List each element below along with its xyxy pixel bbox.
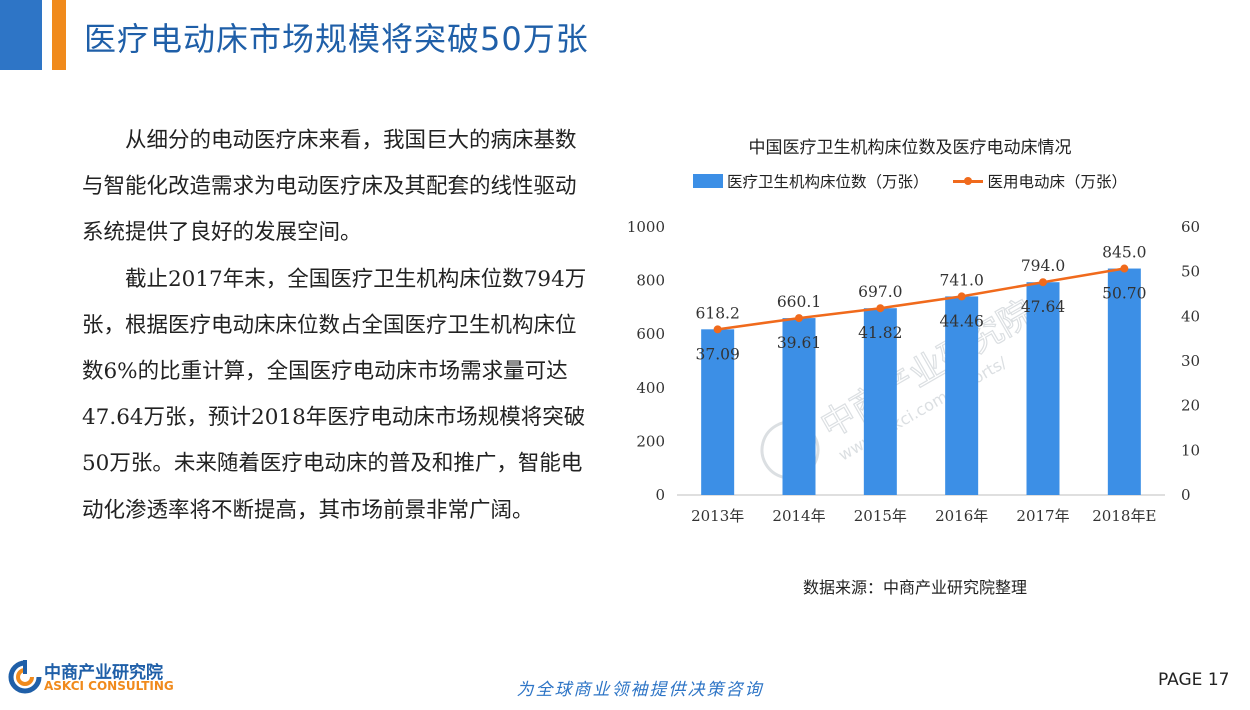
y-left-tick-label: 400 [636,379,665,397]
bar-data-label: 697.0 [858,283,902,301]
line-point-4 [1039,278,1047,287]
line-data-label: 39.61 [777,334,821,352]
data-source: 数据来源：中商产业研究院整理 [802,578,1027,597]
legend-item-beds: 医疗卫生机构床位数（万张） [693,170,929,192]
y-right-tick-label: 50 [1181,263,1200,281]
legend-label-beds: 医疗卫生机构床位数（万张） [727,173,929,191]
page-number: PAGE 17 [1158,670,1230,690]
header-blue-bar [0,0,42,70]
footer-slogan: 为全球商业领袖提供决策咨询 [516,680,764,700]
bar-2 [863,308,897,495]
body-paragraph-1: 从细分的电动医疗床来看，我国巨大的病床基数与智能化改造需求为电动医疗床及其配套的… [82,128,577,246]
line-point-5 [1120,264,1129,273]
line-data-label: 50.70 [1102,285,1146,303]
x-tick-label: 2018年E [1092,507,1156,525]
legend-item-electric-beds: 医用电动床（万张） [953,170,1127,192]
line-data-label: 47.64 [1021,298,1066,316]
x-tick-label: 2013年 [691,507,744,525]
bar-data-label: 741.0 [939,271,983,289]
bar-data-label: 794.0 [1021,257,1065,275]
page-title: 医疗电动床市场规模将突破50万张 [84,20,589,58]
chart-plot: 中商产业研究院www.askci.com/reports/02004006008… [627,218,1200,525]
askci-logo-icon [8,660,42,694]
x-tick-label: 2016年 [935,507,988,525]
line-data-label: 37.09 [695,345,739,363]
line-point-3 [957,292,966,301]
line-point-1 [795,314,803,323]
bar-data-label: 660.1 [777,293,821,311]
line-data-label: 41.82 [858,324,902,342]
chart-title: 中国医疗卫生机构床位数及医疗电动床情况 [748,138,1072,158]
bar-4 [1026,282,1060,495]
x-tick-label: 2014年 [772,507,825,525]
line-data-label: 44.46 [939,312,983,330]
y-left-tick-label: 600 [636,325,665,343]
bar-3 [945,296,979,495]
line-point-0 [713,325,722,334]
legend-line-swatch [953,174,984,188]
y-right-tick-label: 40 [1181,307,1200,325]
logo-chinese-name: 中商产业研究院 [44,663,163,683]
x-tick-label: 2017年 [1016,507,1069,525]
body-text: 从细分的电动医疗床来看，我国巨大的病床基数与智能化改造需求为电动医疗床及其配套的… [82,118,587,534]
logo-english-name: ASKCI CONSULTING [44,679,174,693]
y-right-tick-label: 60 [1181,218,1200,236]
y-left-tick-label: 1000 [627,218,665,236]
bar-1 [782,318,816,495]
y-left-tick-label: 200 [636,432,665,450]
bar-0 [701,329,735,495]
bar-data-label: 618.2 [695,304,739,322]
y-left-tick-label: 800 [636,272,665,290]
y-right-tick-label: 0 [1181,486,1191,504]
y-right-tick-label: 10 [1181,441,1200,459]
line-point-2 [876,304,885,313]
bar-5 [1107,268,1141,495]
y-right-tick-label: 30 [1181,352,1200,370]
y-right-tick-label: 20 [1181,397,1200,415]
body-paragraph-2: 截止2017年末，全国医疗卫生机构床位数794万张，根据医疗电动床床位数占全国医… [82,266,587,523]
legend-bar-swatch [693,174,724,188]
chart-legend: 医疗卫生机构床位数（万张） 医用电动床（万张） [640,170,1180,192]
legend-label-electric-beds: 医用电动床（万张） [987,173,1127,191]
x-tick-label: 2015年 [854,507,907,525]
header-orange-bar [52,0,66,70]
line-series-electric-beds [717,267,1125,331]
company-logo: 中商产业研究院 ASKCI CONSULTING [8,658,178,698]
y-left-tick-label: 0 [655,486,665,504]
bar-data-label: 845.0 [1102,244,1146,262]
